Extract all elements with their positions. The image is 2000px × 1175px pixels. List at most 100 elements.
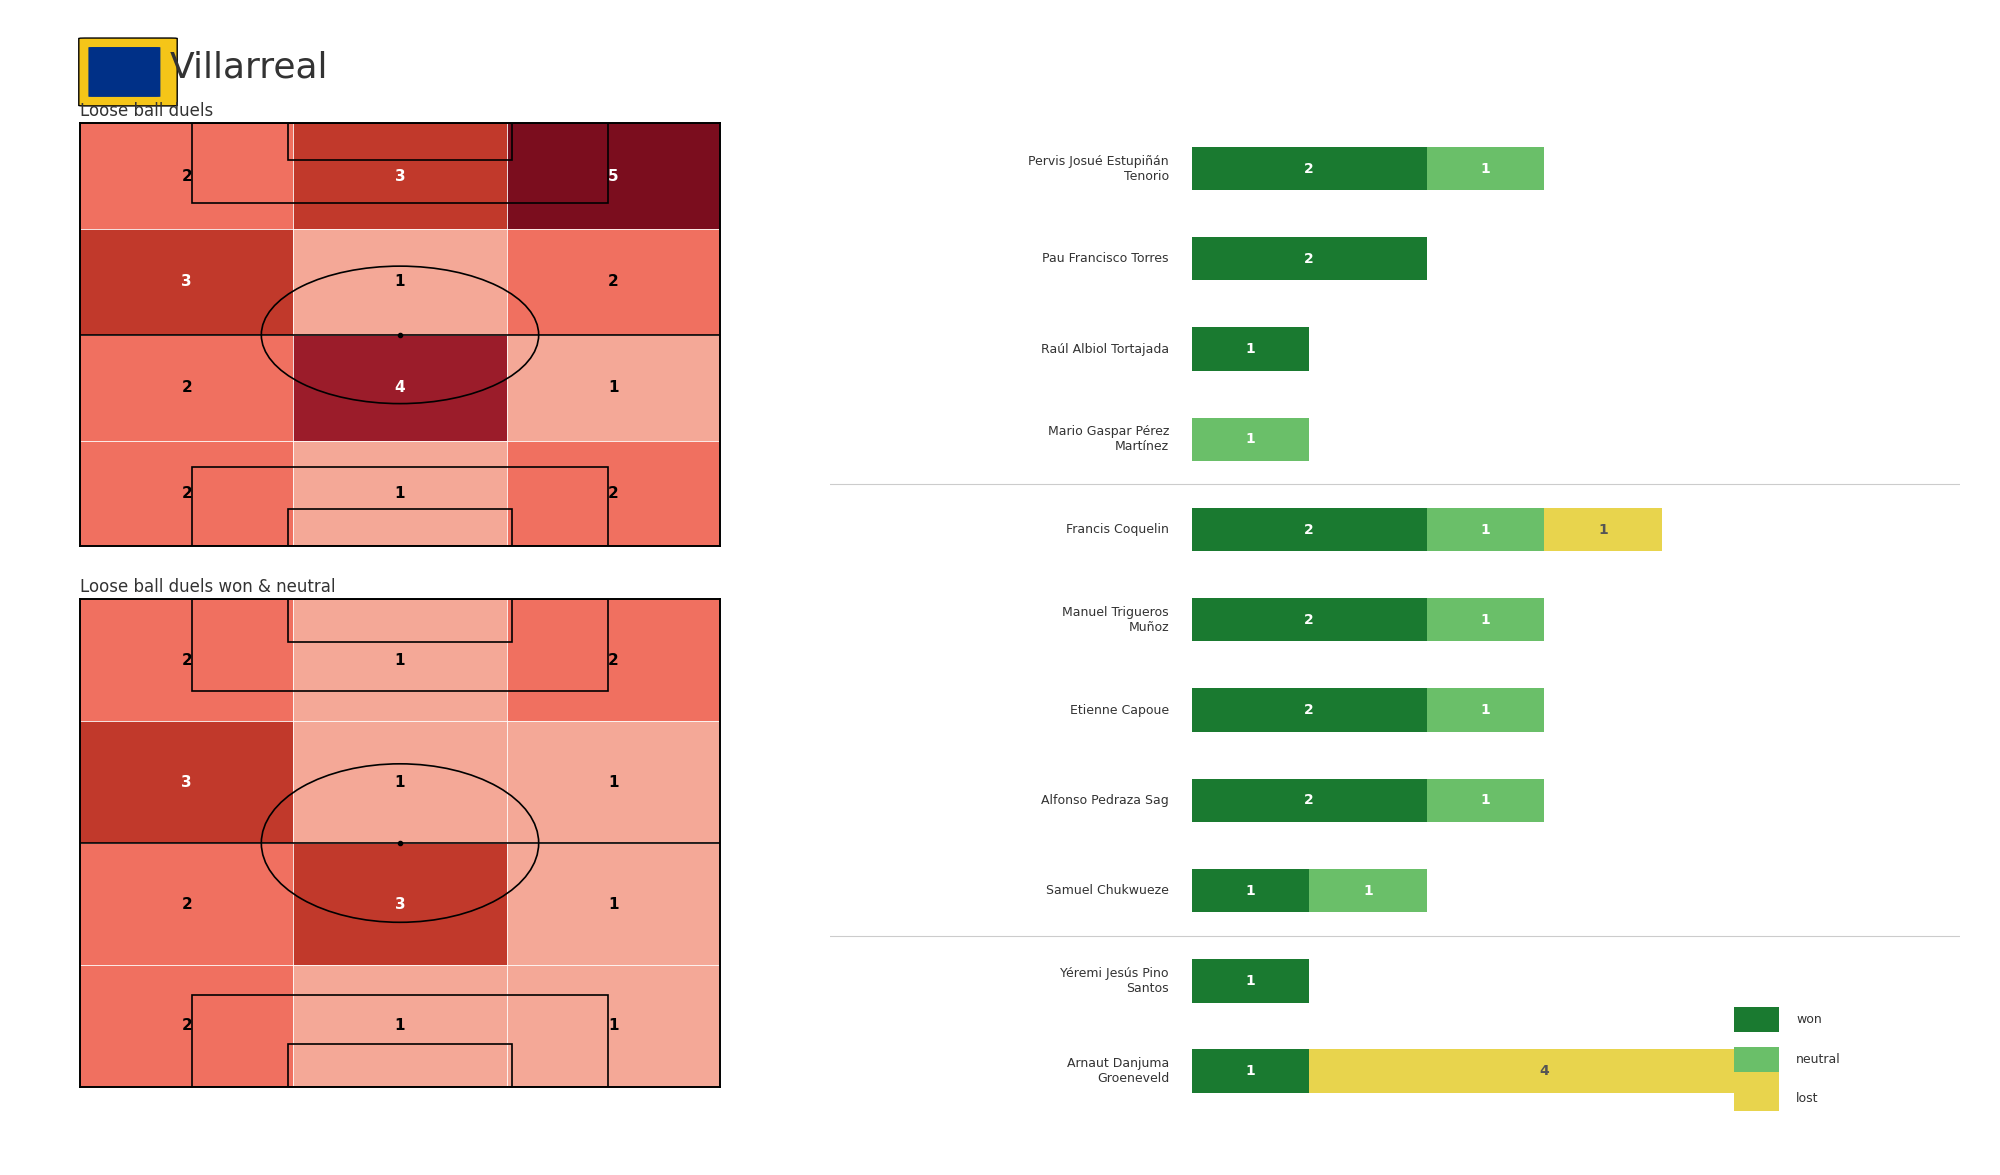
Text: 2: 2 <box>182 1019 192 1034</box>
Text: 1: 1 <box>1480 161 1490 175</box>
Bar <box>1734 1047 1780 1072</box>
Bar <box>288 123 512 161</box>
Text: 1: 1 <box>608 1019 618 1034</box>
Text: 3: 3 <box>182 275 192 289</box>
Text: Arnaut Danjuma
Groeneveld: Arnaut Danjuma Groeneveld <box>1066 1058 1168 1086</box>
Text: 3: 3 <box>394 897 406 912</box>
Bar <box>1426 147 1544 190</box>
Text: 1: 1 <box>1480 703 1490 717</box>
Text: Loose ball duels won & neutral: Loose ball duels won & neutral <box>80 578 336 596</box>
Bar <box>80 441 294 546</box>
Text: Samuel Chukwueze: Samuel Chukwueze <box>1046 884 1168 897</box>
Text: Yéremi Jesús Pino
Santos: Yéremi Jesús Pino Santos <box>1060 967 1168 995</box>
Bar <box>1310 870 1426 912</box>
Bar <box>1192 779 1426 822</box>
Bar <box>80 123 294 229</box>
Bar <box>1426 779 1544 822</box>
Bar <box>80 335 294 441</box>
Bar <box>294 721 506 844</box>
Bar <box>1426 598 1544 642</box>
Bar <box>294 441 506 546</box>
Text: 2: 2 <box>182 486 192 501</box>
Text: Etienne Capoue: Etienne Capoue <box>1070 704 1168 717</box>
Text: 1: 1 <box>1246 1065 1256 1079</box>
Bar <box>80 844 294 965</box>
Bar <box>1192 328 1310 370</box>
Text: 2: 2 <box>608 486 618 501</box>
Text: 4: 4 <box>394 381 406 395</box>
Bar <box>1426 508 1544 551</box>
Text: Alfonso Pedraza Sag: Alfonso Pedraza Sag <box>1042 794 1168 807</box>
Text: 1: 1 <box>394 774 406 790</box>
Text: 4: 4 <box>1540 1065 1550 1079</box>
Text: 1: 1 <box>394 486 406 501</box>
Text: 2: 2 <box>608 652 618 667</box>
Bar <box>1192 689 1426 732</box>
Text: Mario Gaspar Pérez
Martínez: Mario Gaspar Pérez Martínez <box>1048 425 1168 454</box>
Text: 2: 2 <box>1304 613 1314 626</box>
Text: 2: 2 <box>182 652 192 667</box>
Text: Francis Coquelin: Francis Coquelin <box>1066 523 1168 536</box>
Bar <box>294 965 506 1087</box>
Text: 2: 2 <box>1304 251 1314 266</box>
Text: 1: 1 <box>1246 884 1256 898</box>
Text: 1: 1 <box>1364 884 1372 898</box>
Text: 1: 1 <box>1246 974 1256 988</box>
Bar <box>192 123 608 202</box>
Bar <box>294 123 506 229</box>
Text: Raúl Albiol Tortajada: Raúl Albiol Tortajada <box>1040 343 1168 356</box>
Text: 1: 1 <box>394 652 406 667</box>
Bar <box>80 721 294 844</box>
Text: lost: lost <box>1796 1093 1818 1106</box>
Text: 1: 1 <box>608 897 618 912</box>
Bar <box>1192 417 1310 461</box>
Text: 1: 1 <box>1246 342 1256 356</box>
Text: 2: 2 <box>1304 793 1314 807</box>
Text: 2: 2 <box>182 897 192 912</box>
Text: 1: 1 <box>394 275 406 289</box>
Bar <box>294 599 506 721</box>
Text: neutral: neutral <box>1796 1053 1840 1066</box>
Bar <box>80 965 294 1087</box>
Bar <box>288 599 512 642</box>
Text: 3: 3 <box>394 169 406 183</box>
Bar <box>288 510 512 546</box>
Bar <box>1544 508 1662 551</box>
Text: 2: 2 <box>1304 523 1314 537</box>
Text: 2: 2 <box>608 275 618 289</box>
Text: 1: 1 <box>608 774 618 790</box>
Text: Pau Francisco Torres: Pau Francisco Torres <box>1042 253 1168 266</box>
Bar <box>506 335 720 441</box>
Bar <box>294 844 506 965</box>
Bar <box>1192 870 1310 912</box>
Text: Pervis Josué Estupiñán
Tenorio: Pervis Josué Estupiñán Tenorio <box>1028 154 1168 182</box>
Text: 1: 1 <box>1480 793 1490 807</box>
Text: 5: 5 <box>608 169 618 183</box>
Bar <box>288 1045 512 1087</box>
Bar <box>506 441 720 546</box>
FancyBboxPatch shape <box>78 38 178 106</box>
Text: 1: 1 <box>1480 613 1490 626</box>
Bar <box>192 599 608 691</box>
Bar <box>294 335 506 441</box>
Bar <box>1734 1087 1780 1112</box>
Bar <box>506 123 720 229</box>
Bar <box>506 844 720 965</box>
Bar <box>80 229 294 335</box>
Bar <box>80 599 294 721</box>
Bar <box>1192 147 1426 190</box>
Text: 1: 1 <box>1246 432 1256 446</box>
Text: 2: 2 <box>182 381 192 395</box>
Bar <box>1192 598 1426 642</box>
Text: 1: 1 <box>1598 523 1608 537</box>
Bar <box>506 229 720 335</box>
Bar <box>506 965 720 1087</box>
Text: 1: 1 <box>1480 523 1490 537</box>
Bar <box>294 229 506 335</box>
Bar <box>506 599 720 721</box>
Bar <box>1192 1049 1310 1093</box>
Bar <box>1734 1007 1780 1032</box>
Text: won: won <box>1796 1013 1822 1026</box>
Bar <box>192 995 608 1087</box>
Bar <box>506 721 720 844</box>
